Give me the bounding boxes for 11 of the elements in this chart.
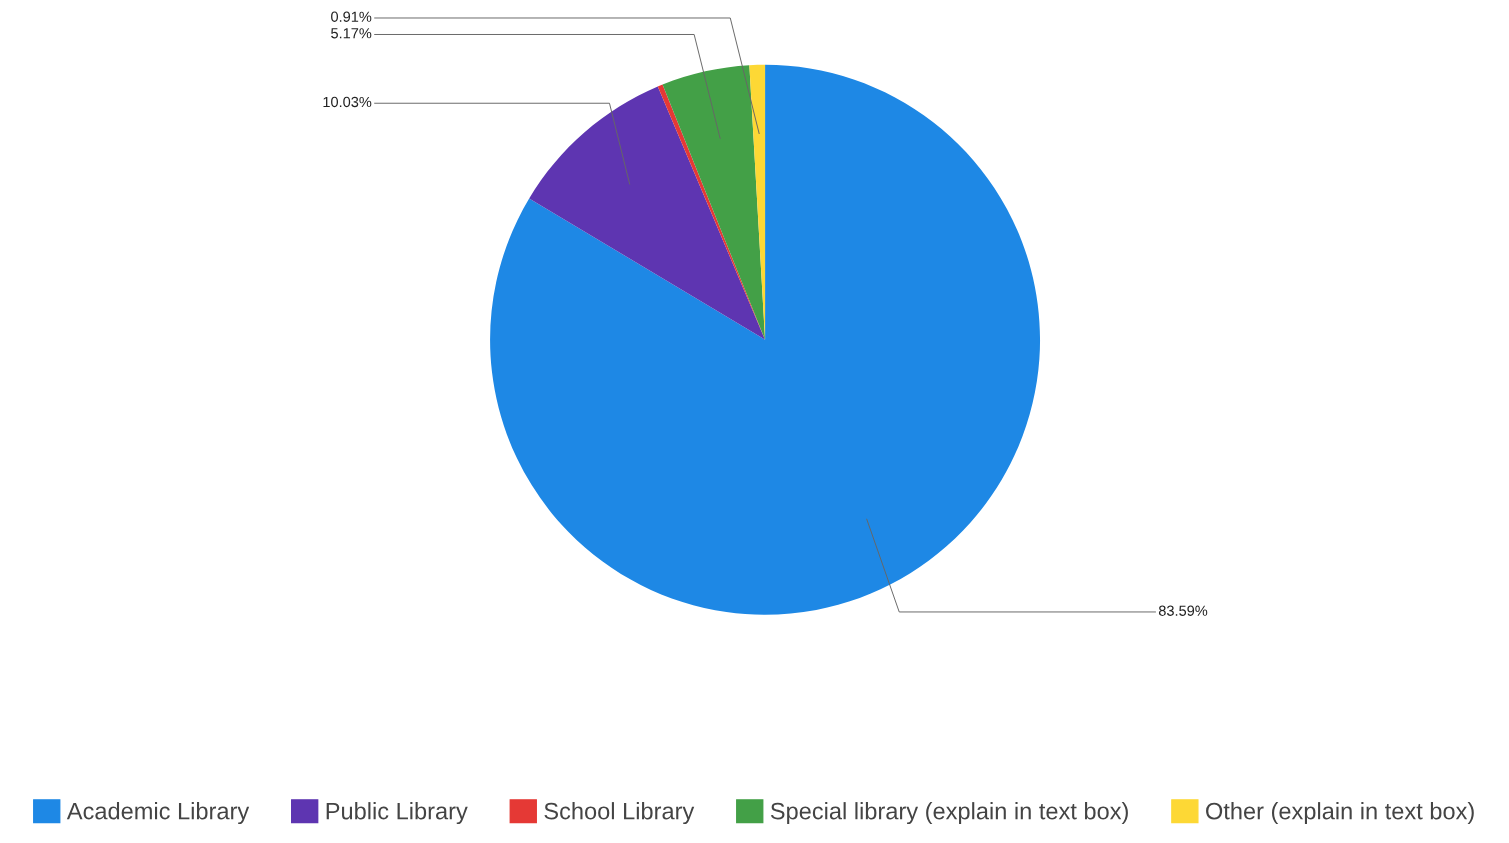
legend-label: Special library (explain in text box) [770,802,1128,825]
data-label: 10.03% [323,96,372,108]
data-label: 5.17% [331,28,372,39]
data-label: 83.59% [1158,605,1208,616]
legend-label: Academic Library [66,802,250,825]
pie-slice [529,86,766,340]
data-label: 0.91% [331,11,372,22]
pie-slice [490,64,1041,615]
legend-label: School Library [544,802,695,825]
legend-label: Other (explain in text box) [1206,802,1474,825]
legend-label: Public Library [326,802,468,825]
